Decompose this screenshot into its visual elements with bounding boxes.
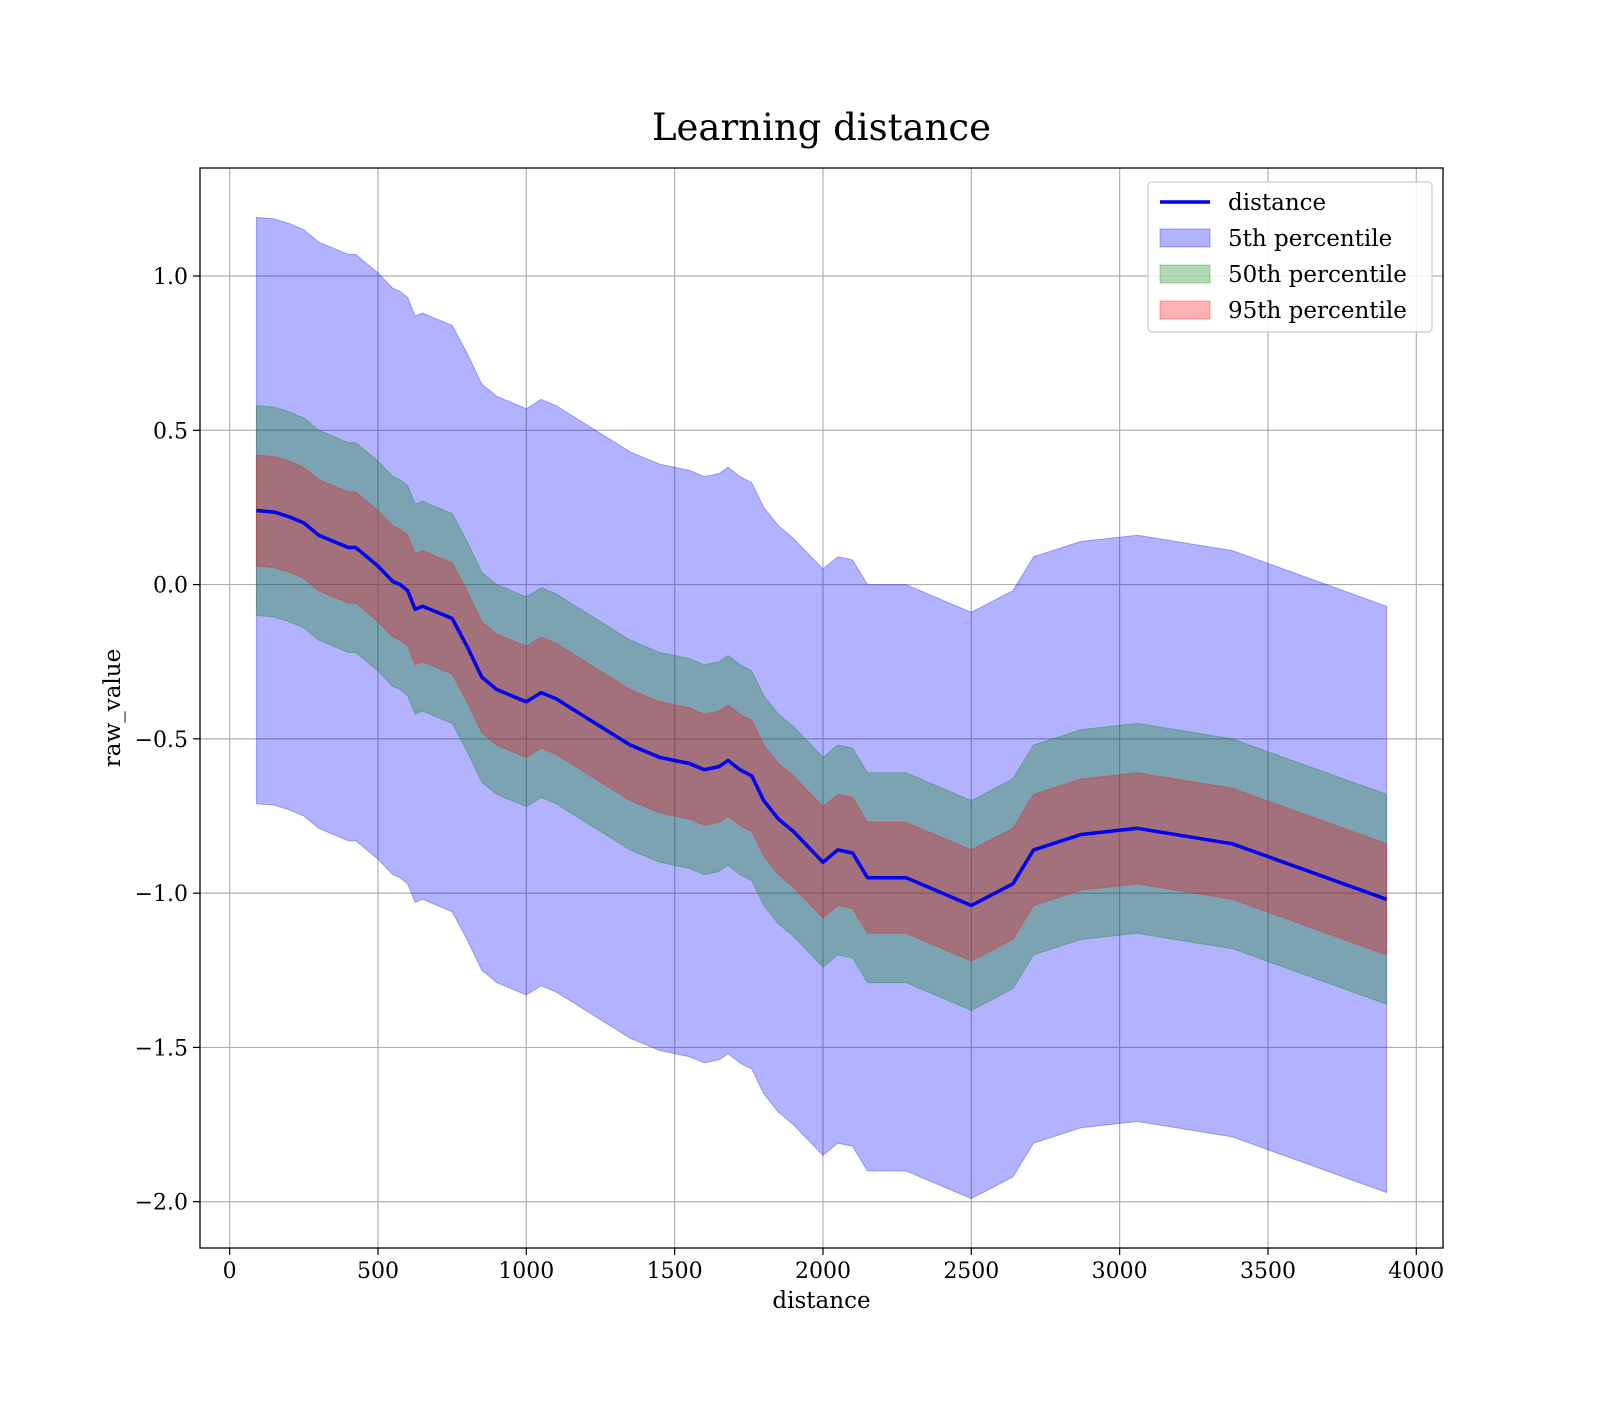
y-tick-label: −1.5 <box>135 1036 188 1061</box>
x-tick-label: 3500 <box>1240 1259 1296 1284</box>
legend-box <box>1147 181 1433 333</box>
legend-swatch-patch <box>1159 300 1211 320</box>
band-layer <box>255 216 1388 1200</box>
y-tick-label: −1.0 <box>135 882 188 907</box>
legend-swatch-patch <box>1159 228 1211 248</box>
x-tick-label: 3000 <box>1092 1259 1148 1284</box>
band-95th-percentile <box>255 454 1388 962</box>
tick-layer: 0 500 1000 1500 2000 2500 3000 3500 4000 1.0 0.5 0.… <box>135 265 1445 1284</box>
y-tick-label: 1.0 <box>153 265 188 290</box>
x-tick-label: 4000 <box>1388 1259 1444 1284</box>
y-tick-label: 0.5 <box>153 419 188 444</box>
band-5th-percentile <box>255 216 1388 1200</box>
grid-layer <box>200 168 1443 1248</box>
y-axis-label: raw_value <box>100 649 126 767</box>
x-axis-label: distance <box>772 1288 870 1314</box>
x-tick-label: 1000 <box>498 1259 554 1284</box>
legend-entry-distance: distance <box>1228 190 1326 216</box>
legend-entry-95th-percentile: 95th percentile <box>1228 298 1407 324</box>
y-tick-label: −0.5 <box>135 728 188 753</box>
chart-title: Learning distance <box>652 106 991 149</box>
legend-swatch-patch <box>1159 264 1211 284</box>
plot-frame <box>199 167 1444 1249</box>
legend-entry-50th-percentile: 50th percentile <box>1228 262 1407 288</box>
series-line-distance <box>256 508 1388 908</box>
x-tick-label: 0 <box>223 1259 237 1284</box>
legend: distance 5th percentile 50th percentile 95t… <box>1147 181 1433 333</box>
x-tick-label: 1500 <box>647 1259 703 1284</box>
y-tick-label: 0.0 <box>153 574 188 599</box>
x-tick-label: 500 <box>357 1259 399 1284</box>
y-tick-label: −2.0 <box>135 1191 188 1216</box>
band-50th-percentile <box>255 405 1388 1011</box>
x-tick-label: 2500 <box>943 1259 999 1284</box>
x-tick-label: 2000 <box>795 1259 851 1284</box>
line-layer <box>256 508 1388 908</box>
legend-entry-5th-percentile: 5th percentile <box>1228 226 1392 252</box>
